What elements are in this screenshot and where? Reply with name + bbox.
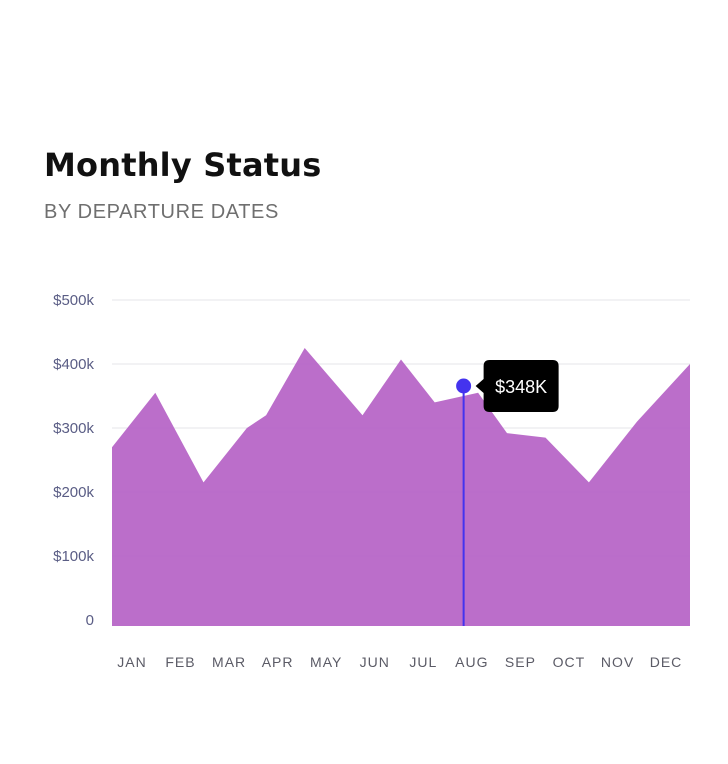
x-tick-label: JAN xyxy=(117,654,146,670)
x-tick-label: JUL xyxy=(409,654,437,670)
x-tick-label: JUN xyxy=(360,654,390,670)
y-tick-label: $200k xyxy=(53,484,94,501)
x-tick-label: APR xyxy=(262,654,294,670)
chart-title: Monthly Status xyxy=(44,146,322,184)
tooltip-box xyxy=(475,360,559,412)
x-tick-label: SEP xyxy=(505,654,536,670)
tooltip-label: $348K xyxy=(495,377,547,397)
y-tick-label: $400k xyxy=(53,356,94,373)
y-tick-label: $100k xyxy=(53,548,94,565)
x-tick-label: AUG xyxy=(455,654,488,670)
x-tick-label: MAY xyxy=(310,654,342,670)
x-tick-label: NOV xyxy=(601,654,634,670)
x-tick-label: DEC xyxy=(650,654,683,670)
y-tick-label: 0 xyxy=(86,612,94,629)
y-tick-label: $500k xyxy=(53,292,94,309)
x-tick-label: OCT xyxy=(553,654,586,670)
area-series-departures xyxy=(112,348,690,626)
chart-subtitle: BY DEPARTURE DATES xyxy=(44,201,279,223)
y-tick-label: $300k xyxy=(53,420,94,437)
x-tick-label: FEB xyxy=(165,654,195,670)
x-tick-label: MAR xyxy=(212,654,246,670)
highlight-point[interactable] xyxy=(456,378,472,394)
